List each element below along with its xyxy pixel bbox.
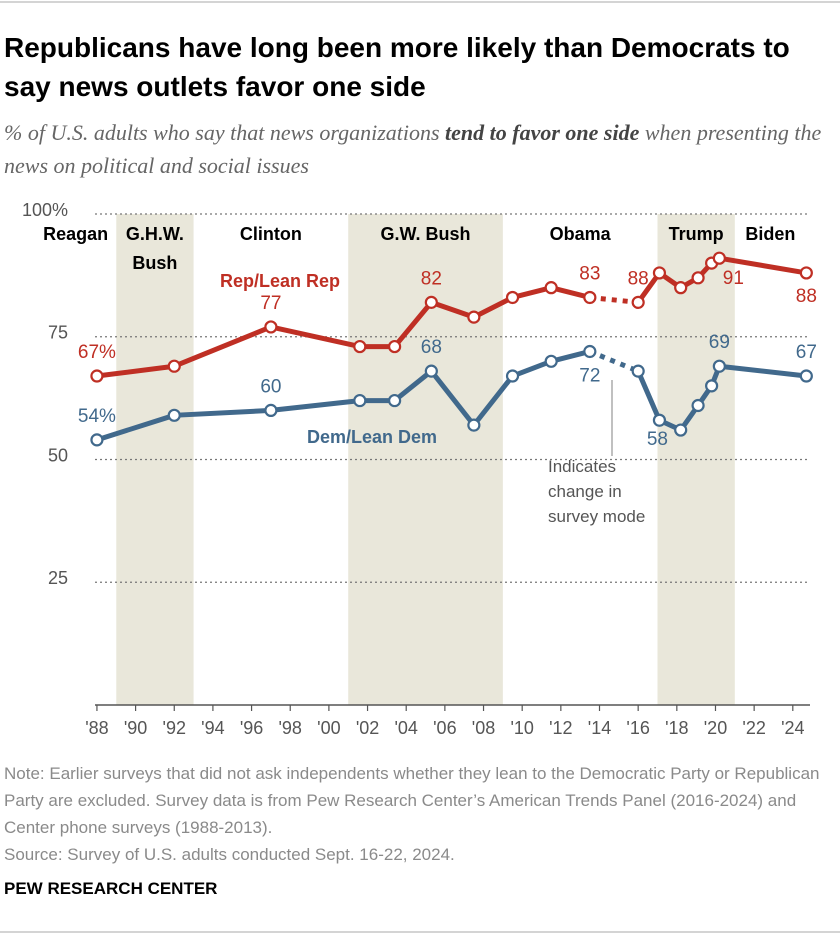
data-point bbox=[505, 369, 520, 383]
data-point bbox=[424, 295, 438, 309]
data-point bbox=[583, 344, 597, 359]
x-tick-label: '92 bbox=[163, 718, 186, 738]
annotation: Indicates change in survey mode bbox=[548, 457, 646, 526]
x-tick-label: '04 bbox=[394, 718, 417, 738]
data-point bbox=[705, 379, 719, 393]
value-label: 83 bbox=[579, 263, 600, 284]
chart-title: Republicans have long been more likely t… bbox=[4, 32, 790, 102]
data-point bbox=[544, 354, 558, 368]
x-tick-label: '16 bbox=[626, 718, 649, 738]
subtitle-text: when presenting the news on political an… bbox=[4, 120, 822, 178]
x-tick-label: '22 bbox=[742, 718, 765, 738]
period-label: Clinton bbox=[239, 224, 302, 244]
y-tick-label: 100% bbox=[22, 200, 68, 220]
x-tick-label: '88 bbox=[85, 718, 108, 738]
value-label: 67 bbox=[796, 342, 817, 363]
value-label: 72 bbox=[579, 365, 600, 386]
x-tick-label: '96 bbox=[240, 718, 263, 738]
mode-change-line bbox=[588, 349, 640, 374]
data-point bbox=[388, 339, 402, 354]
period-label: Trump bbox=[668, 224, 724, 244]
mode-change-line bbox=[589, 294, 639, 305]
data-point bbox=[467, 310, 481, 324]
brand: PEW RESEARCH CENTER bbox=[4, 879, 218, 898]
x-tick-label: '20 bbox=[704, 718, 727, 738]
period-label: Reagan bbox=[43, 224, 109, 244]
data-point bbox=[691, 271, 705, 285]
x-tick-label: '24 bbox=[781, 718, 804, 738]
subtitle-text: % of U.S. adults who say that news organ… bbox=[4, 120, 446, 145]
series-label: Dem/Lean Dem bbox=[307, 427, 437, 447]
data-point bbox=[691, 398, 705, 413]
x-tick-label: '00 bbox=[317, 718, 340, 738]
series-label: Rep/Lean Rep bbox=[220, 271, 340, 291]
data-point bbox=[674, 423, 688, 437]
data-point bbox=[388, 393, 402, 408]
x-tick-label: '98 bbox=[278, 718, 301, 738]
value-label: 77 bbox=[260, 293, 281, 314]
data-point bbox=[652, 413, 667, 427]
x-tick-label: '90 bbox=[124, 718, 147, 738]
data-point bbox=[167, 359, 181, 373]
chart-subtitle: % of U.S. adults who say that news organ… bbox=[4, 116, 834, 182]
series-line bbox=[96, 285, 591, 379]
value-label: 67% bbox=[78, 342, 116, 363]
data-point bbox=[799, 369, 813, 383]
x-tick-label: '14 bbox=[588, 718, 611, 738]
subtitle-emphasis: tend to favor one side bbox=[445, 120, 640, 145]
value-label: 91 bbox=[723, 268, 744, 289]
value-label: 88 bbox=[796, 286, 817, 307]
value-label: 69 bbox=[709, 332, 730, 353]
source: Source: Survey of U.S. adults conducted … bbox=[4, 845, 455, 864]
data-point bbox=[712, 359, 726, 373]
x-tick-label: '10 bbox=[510, 718, 533, 738]
data-point bbox=[90, 369, 104, 383]
data-point bbox=[264, 320, 278, 334]
data-point bbox=[505, 290, 520, 305]
data-point bbox=[583, 290, 597, 305]
value-label: 58 bbox=[647, 429, 668, 450]
data-point bbox=[631, 295, 645, 309]
data-point bbox=[652, 266, 667, 280]
x-tick-label: '94 bbox=[201, 718, 224, 738]
period-label: G.W. Bush bbox=[380, 224, 471, 244]
value-label: 60 bbox=[260, 376, 281, 397]
data-point bbox=[467, 418, 481, 432]
data-point bbox=[264, 403, 278, 417]
data-point bbox=[353, 393, 367, 408]
value-label: 54% bbox=[78, 406, 116, 427]
x-tick-label: '18 bbox=[665, 718, 688, 738]
data-point bbox=[544, 281, 558, 295]
data-point bbox=[712, 251, 726, 265]
period-label: Obama bbox=[549, 224, 611, 244]
x-tick-label: '06 bbox=[433, 718, 456, 738]
y-tick-label: 50 bbox=[48, 445, 68, 465]
data-point bbox=[631, 364, 645, 378]
data-point bbox=[90, 433, 104, 447]
x-tick-label: '02 bbox=[356, 718, 379, 738]
data-point bbox=[674, 281, 688, 295]
data-point bbox=[424, 364, 438, 378]
x-tick-label: '08 bbox=[472, 718, 495, 738]
value-label: 88 bbox=[628, 268, 649, 289]
x-tick-label: '12 bbox=[549, 718, 572, 738]
value-label: 68 bbox=[421, 337, 442, 358]
note: Note: Earlier surveys that did not ask i… bbox=[4, 764, 820, 837]
data-point bbox=[353, 339, 367, 354]
y-tick-label: 75 bbox=[48, 323, 68, 343]
period-label: Biden bbox=[745, 224, 796, 244]
y-tick-label: 25 bbox=[48, 568, 68, 588]
series-line bbox=[96, 349, 591, 443]
footnote: Note: Earlier surveys that did not ask i… bbox=[4, 760, 836, 868]
data-point bbox=[799, 266, 813, 280]
period-label: G.H.W. Bush bbox=[125, 224, 184, 273]
data-point bbox=[167, 408, 181, 422]
value-label: 82 bbox=[421, 268, 442, 289]
